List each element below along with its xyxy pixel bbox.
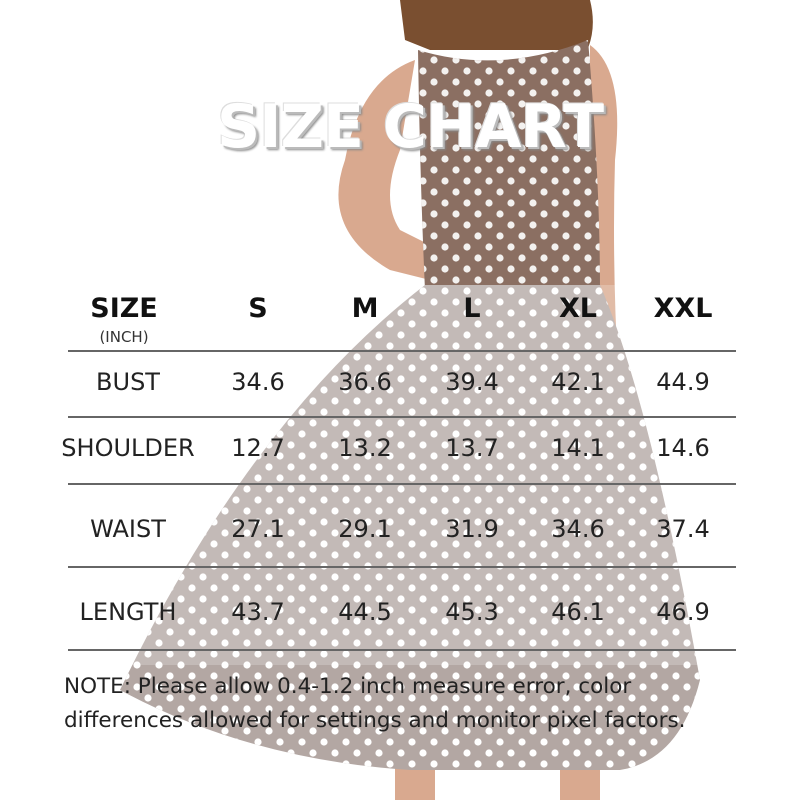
note-line-1: NOTE: Please allow 0.4-1.2 inch measure … <box>64 674 632 699</box>
measurement-cell: 46.1 <box>551 598 605 626</box>
measurement-cell: 27.1 <box>231 515 285 543</box>
row-divider <box>68 483 736 485</box>
size-column-header: XL <box>558 293 598 324</box>
unit-label: (INCH) <box>99 328 149 346</box>
size-column-header: S <box>248 293 268 324</box>
measurement-cell: 34.6 <box>551 515 605 543</box>
measurement-cell: 44.5 <box>338 598 392 626</box>
row-divider <box>68 566 736 568</box>
measurement-cell: 45.3 <box>445 598 499 626</box>
measurement-cell: 43.7 <box>231 598 285 626</box>
measurement-cell: 13.2 <box>338 434 392 462</box>
size-chart-title: SIZE CHART <box>216 92 604 162</box>
row-divider <box>68 350 736 352</box>
measurement-cell: 14.6 <box>656 434 710 462</box>
row-label: LENGTH <box>79 598 177 626</box>
row-divider <box>68 416 736 418</box>
measurement-cell: 46.9 <box>656 598 710 626</box>
measurement-cell: 12.7 <box>231 434 285 462</box>
measurement-cell: 14.1 <box>551 434 605 462</box>
row-divider <box>68 649 736 651</box>
measurement-cell: 31.9 <box>445 515 499 543</box>
size-column-header: L <box>463 293 481 324</box>
measurement-cell: 29.1 <box>338 515 392 543</box>
size-column-header: XXL <box>653 293 713 324</box>
measurement-cell: 42.1 <box>551 368 605 396</box>
note-line-2: differences allowed for settings and mon… <box>64 708 686 733</box>
measurement-cell: 36.6 <box>338 368 392 396</box>
row-label: BUST <box>96 368 160 396</box>
size-column-header: M <box>351 293 379 324</box>
row-label: WAIST <box>90 515 166 543</box>
measurement-cell: 44.9 <box>656 368 710 396</box>
measurement-cell: 39.4 <box>445 368 499 396</box>
measurement-cell: 37.4 <box>656 515 710 543</box>
row-label: SHOULDER <box>61 434 195 462</box>
measurement-cell: 34.6 <box>231 368 285 396</box>
measurement-cell: 13.7 <box>445 434 499 462</box>
size-header: SIZE <box>90 293 158 324</box>
